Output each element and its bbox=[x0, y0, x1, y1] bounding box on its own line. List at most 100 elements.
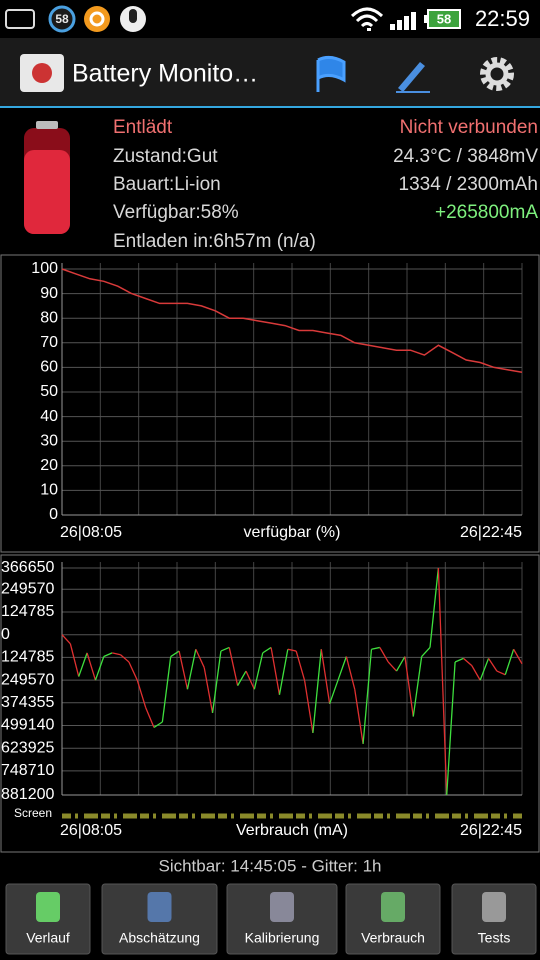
badge-text: 58 bbox=[55, 12, 69, 26]
data-segment bbox=[78, 652, 88, 677]
data-segment bbox=[69, 643, 80, 677]
data-segment bbox=[94, 656, 105, 681]
capacity: 1334 / 2300mAh bbox=[399, 174, 538, 195]
data-segment bbox=[228, 647, 239, 686]
data-segment bbox=[379, 647, 389, 663]
edit-button[interactable] bbox=[398, 62, 425, 92]
data-segment bbox=[488, 657, 498, 672]
nav-label: Tests bbox=[478, 930, 511, 946]
data-segment bbox=[237, 670, 247, 686]
data-segment bbox=[371, 646, 380, 650]
app-bar bbox=[0, 38, 540, 107]
x-start-label: 26|08:05 bbox=[60, 822, 122, 839]
battery-graphic bbox=[24, 150, 70, 234]
app-logo bbox=[32, 63, 52, 83]
nav-label: Abschätzung bbox=[119, 930, 200, 946]
condition: Zustand:Gut bbox=[113, 146, 218, 167]
nav-label: Verlauf bbox=[26, 930, 70, 946]
bottom-nav: Verlauf Abschätzung Kalibrierung Verbrauch T… bbox=[5, 883, 537, 955]
y-tick-label: 50 bbox=[40, 383, 58, 400]
y-tick-label: 499140 bbox=[1, 717, 54, 734]
data-segment bbox=[145, 707, 155, 728]
battery-type: Bauart:Li-ion bbox=[113, 174, 221, 195]
y-tick-label: 30 bbox=[40, 432, 58, 449]
discharge-time: Entladen in:6h57m (n/a) bbox=[113, 231, 316, 252]
nav-icon bbox=[381, 892, 405, 922]
data-segment bbox=[103, 652, 113, 658]
x-start-label: 26|08:05 bbox=[60, 524, 122, 541]
app-icon bbox=[84, 6, 110, 32]
battery-graphic bbox=[36, 121, 58, 129]
data-segment bbox=[412, 656, 423, 717]
state: Entlädt bbox=[113, 117, 173, 138]
data-segment bbox=[454, 657, 464, 663]
y-tick-label: 249570 bbox=[1, 671, 54, 688]
mic-icon bbox=[129, 9, 137, 23]
data-segment bbox=[262, 646, 272, 654]
wifi-icon bbox=[367, 28, 371, 31]
y-tick-label: 10 bbox=[40, 482, 58, 499]
data-segment bbox=[337, 656, 347, 681]
chart-panel bbox=[0, 554, 540, 853]
y-tick-label: 90 bbox=[40, 285, 58, 302]
y-tick-label: 623925 bbox=[1, 739, 54, 756]
data-segment bbox=[61, 634, 71, 645]
y-tick-label: 70 bbox=[40, 334, 58, 351]
data-segment bbox=[496, 670, 506, 676]
data-segment bbox=[220, 646, 230, 652]
data-segment bbox=[479, 658, 490, 681]
y-tick-label: 20 bbox=[40, 457, 58, 474]
data-segment bbox=[128, 661, 138, 681]
y-tick-label: 40 bbox=[40, 408, 58, 425]
data-segment bbox=[195, 648, 205, 668]
settings-button[interactable] bbox=[480, 57, 514, 91]
y-tick-label: 249570 bbox=[1, 581, 54, 598]
data-segment bbox=[278, 649, 289, 695]
y-tick-label: 0 bbox=[1, 626, 10, 643]
data-segment bbox=[86, 652, 97, 681]
y-tick-label: 0 bbox=[49, 506, 58, 523]
y-tick-label: 60 bbox=[40, 359, 58, 376]
x-axis-label: Verbrauch (mA) bbox=[236, 822, 348, 839]
chart-panel bbox=[0, 254, 540, 553]
data-segment bbox=[295, 650, 306, 681]
data-segment bbox=[186, 649, 197, 690]
data-segment bbox=[463, 657, 473, 667]
status-icon bbox=[5, 9, 35, 29]
data-segment bbox=[404, 656, 414, 717]
data-segment bbox=[437, 567, 448, 796]
footer-text: Sichtbar: 14:45:05 - Gitter: 1h bbox=[158, 856, 381, 875]
app-title: Battery Monito… bbox=[72, 60, 258, 88]
temp-voltage: 24.3°C / 3848mV bbox=[393, 146, 538, 167]
data-segment bbox=[312, 649, 322, 733]
x-axis-label: verfügbar (%) bbox=[244, 524, 341, 541]
data-segment bbox=[170, 650, 180, 658]
y-tick-label: 124785 bbox=[1, 603, 54, 620]
wifi-icon bbox=[350, 7, 384, 28]
connection: Nicht verbunden bbox=[400, 117, 538, 138]
available: Verfügbar:58% bbox=[113, 202, 239, 223]
data-segment bbox=[270, 647, 281, 695]
app-icon bbox=[89, 11, 105, 27]
flag-button[interactable] bbox=[316, 55, 346, 92]
data-segment bbox=[153, 721, 163, 729]
y-tick-label: 80 bbox=[40, 309, 58, 326]
data-segment bbox=[253, 652, 264, 690]
charts: 0 10 20 30 40 50 60 70 80 90 100 26|08:05 26|22:45 ve… bbox=[1, 260, 523, 839]
x-end-label: 26|22:45 bbox=[460, 524, 522, 541]
data-segment bbox=[178, 650, 189, 690]
data-segment bbox=[211, 650, 222, 714]
data-segment bbox=[395, 656, 406, 672]
data-segment bbox=[329, 679, 339, 705]
y-tick-label: 366650 bbox=[1, 559, 54, 576]
data-segment bbox=[421, 646, 431, 657]
data-segment bbox=[354, 689, 364, 744]
y-tick-label: 748710 bbox=[1, 762, 54, 779]
data-segment bbox=[112, 652, 121, 656]
clock: 22:59 bbox=[475, 6, 530, 31]
battery-icon bbox=[424, 15, 428, 23]
data-segment bbox=[287, 648, 297, 652]
nav-icon bbox=[36, 892, 60, 922]
y-tick-label: 100 bbox=[31, 260, 58, 277]
